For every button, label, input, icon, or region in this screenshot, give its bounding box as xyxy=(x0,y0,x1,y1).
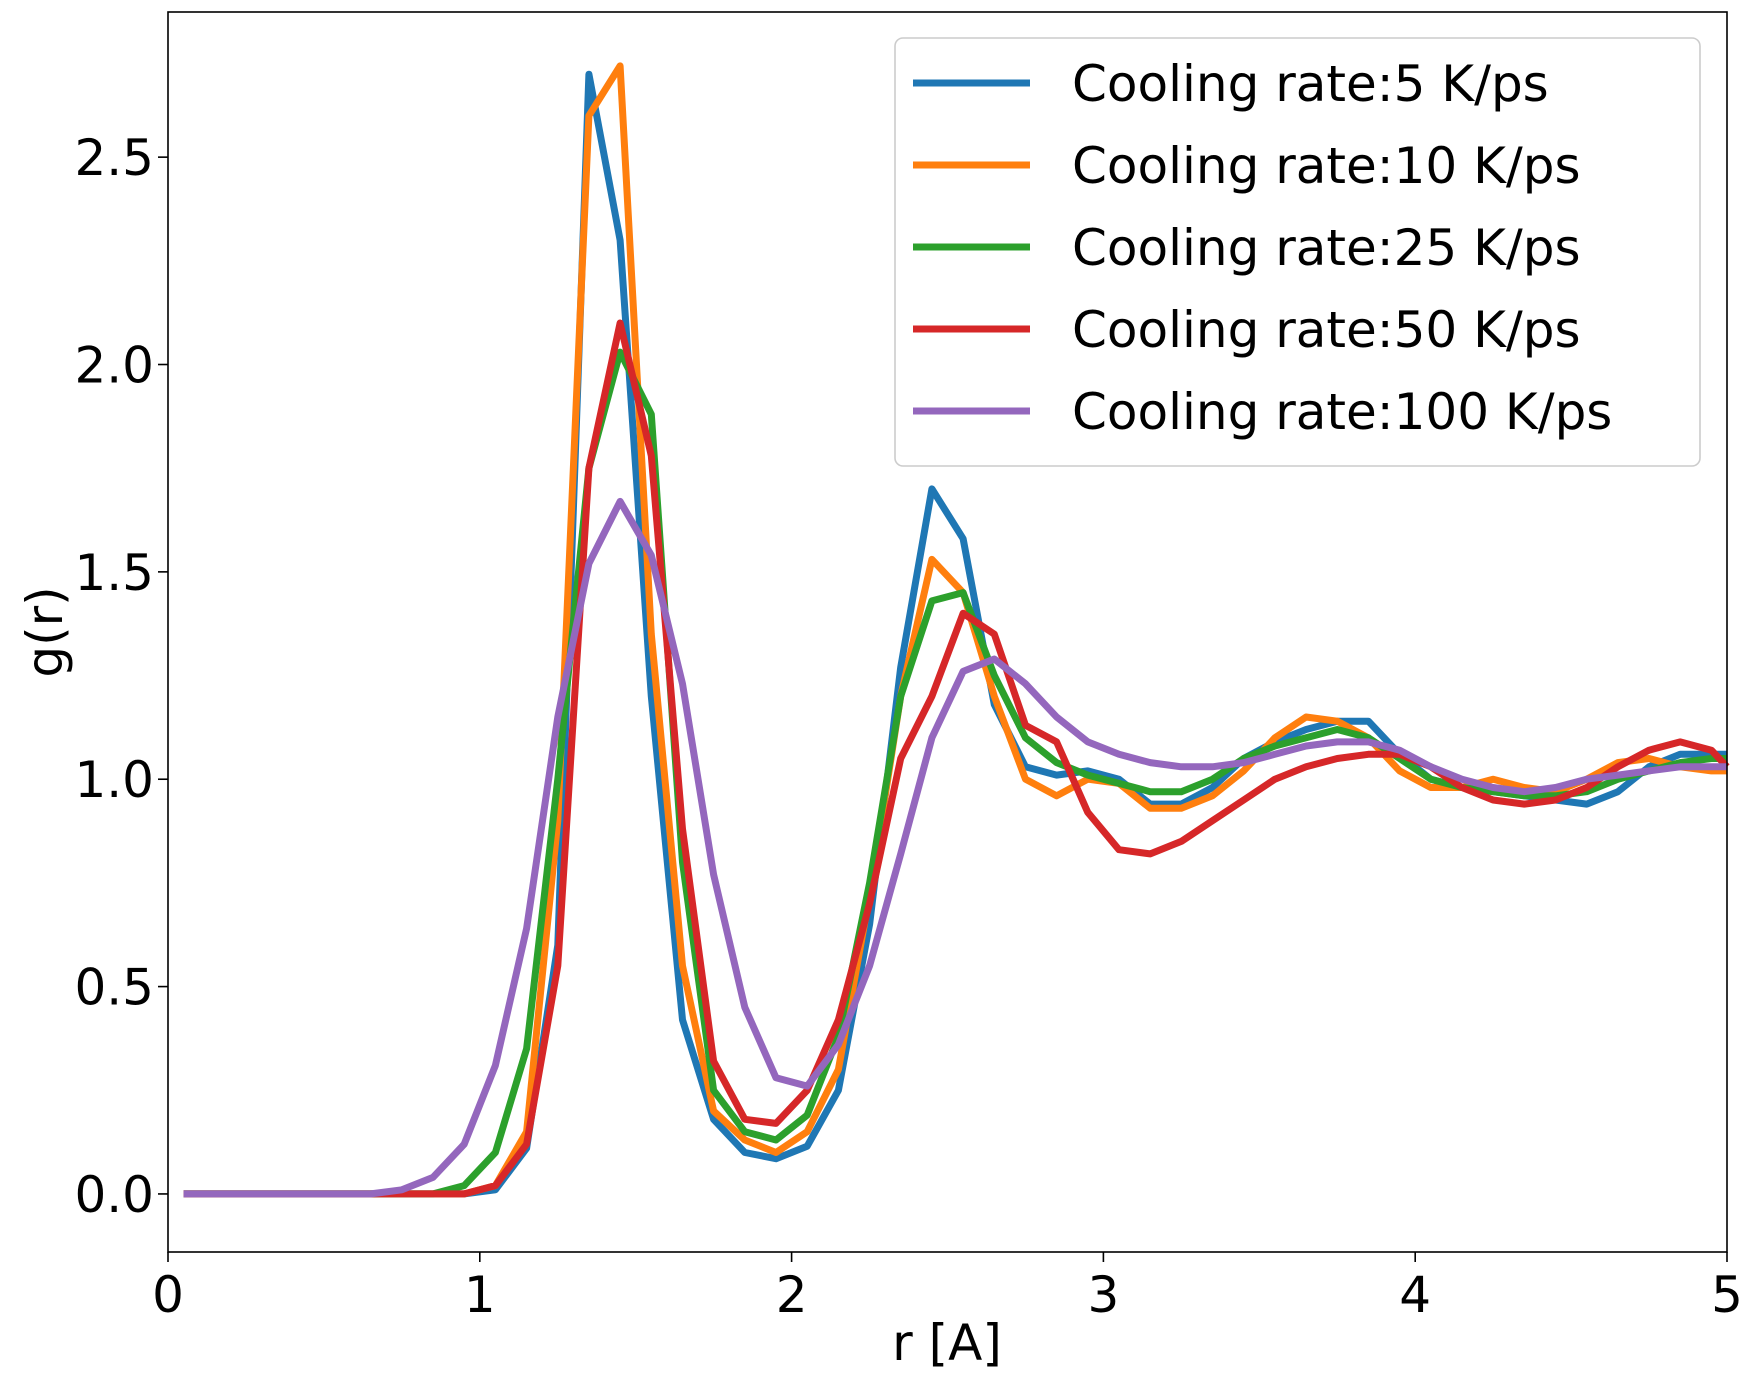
x-axis: 0 1 2 3 4 5 xyxy=(152,1252,1743,1324)
x-axis-label: r [A] xyxy=(892,1314,1002,1372)
legend-label-1: Cooling rate:5 K/ps xyxy=(1072,55,1549,113)
y-axis: 0.0 0.5 1.0 1.5 2.0 2.5 xyxy=(74,129,168,1224)
y-tick-label: 2.5 xyxy=(74,129,154,187)
x-tick-label: 2 xyxy=(776,1266,808,1324)
legend-label-4: Cooling rate:50 K/ps xyxy=(1072,301,1581,359)
legend-box xyxy=(894,37,1701,467)
x-tick-label: 4 xyxy=(1399,1266,1431,1324)
plot-frame xyxy=(167,11,1728,1253)
y-tick-label: 2.0 xyxy=(74,337,154,395)
series-line-4 xyxy=(183,319,1730,1198)
legend: Cooling rate:5 K/ps Cooling rate:10 K/ps C… xyxy=(894,37,1701,467)
x-tick-label: 3 xyxy=(1087,1266,1119,1324)
legend-label-2: Cooling rate:10 K/ps xyxy=(1072,137,1581,195)
legend-label-3: Cooling rate:25 K/ps xyxy=(1072,219,1581,277)
x-tick-label: 5 xyxy=(1711,1266,1743,1324)
y-tick-label: 0.5 xyxy=(74,959,154,1017)
x-tick-label: 1 xyxy=(464,1266,496,1324)
y-tick-label: 0.0 xyxy=(74,1166,154,1224)
y-axis-label: g(r) xyxy=(16,586,74,677)
series-line-5 xyxy=(183,497,1727,1198)
series-layer xyxy=(183,62,1730,1198)
y-tick-label: 1.5 xyxy=(74,544,154,602)
y-tick-label: 1.0 xyxy=(74,751,154,809)
legend-label-5: Cooling rate:100 K/ps xyxy=(1072,383,1612,441)
x-tick-label: 0 xyxy=(152,1266,184,1324)
